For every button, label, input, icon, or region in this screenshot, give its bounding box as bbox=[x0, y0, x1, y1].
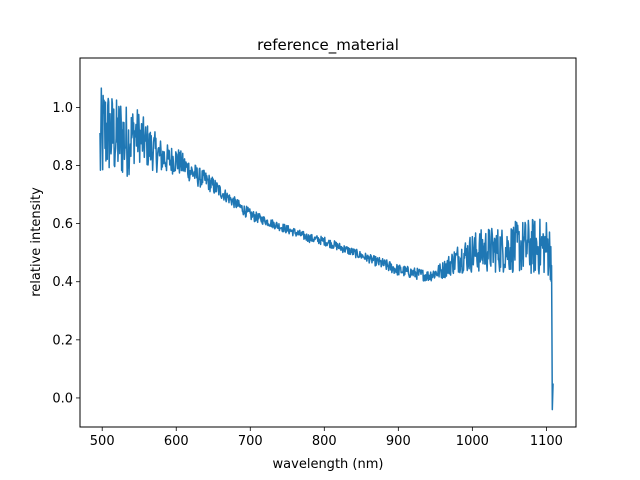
x-tick-label: 700 bbox=[238, 434, 263, 449]
x-tick-label: 800 bbox=[312, 434, 337, 449]
y-tick-label: 0.0 bbox=[52, 391, 73, 406]
y-tick-label: 0.6 bbox=[52, 217, 73, 232]
series-line bbox=[99, 87, 554, 411]
plot-area bbox=[79, 57, 577, 428]
x-tick-label: 500 bbox=[90, 434, 115, 449]
chart-title: reference_material bbox=[257, 36, 399, 55]
x-tick-label: 1100 bbox=[530, 434, 563, 449]
x-tick-label: 600 bbox=[164, 434, 189, 449]
y-tick-label: 0.8 bbox=[52, 159, 73, 174]
x-tick-label: 900 bbox=[386, 434, 411, 449]
axes-frame bbox=[79, 57, 577, 428]
y-axis: 0.0 0.2 0.4 0.6 0.8 1.0 bbox=[52, 101, 80, 406]
y-tick-label: 0.4 bbox=[52, 275, 73, 290]
y-tick-label: 0.2 bbox=[52, 333, 73, 348]
y-axis-label: relative intensity bbox=[29, 187, 44, 297]
x-axis: 500 600 700 800 900 1000 1100 bbox=[90, 427, 563, 449]
series-layer bbox=[99, 87, 554, 411]
x-tick-label: 1000 bbox=[456, 434, 489, 449]
x-axis-label: wavelength (nm) bbox=[273, 457, 384, 472]
y-tick-label: 1.0 bbox=[52, 101, 73, 116]
